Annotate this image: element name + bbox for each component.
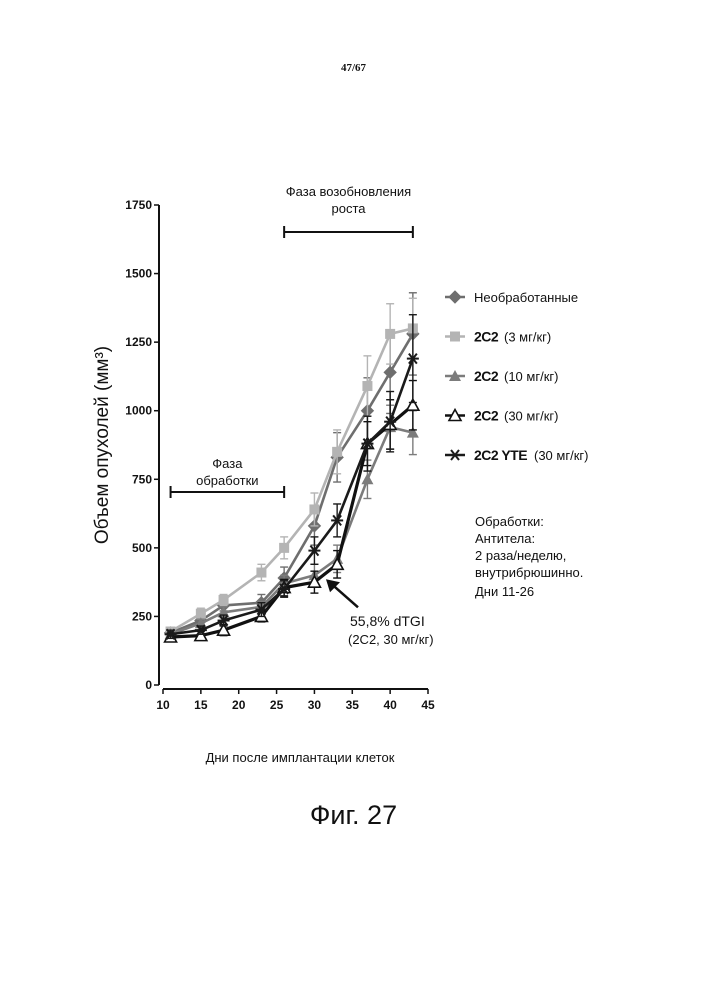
legend-item-1: Необработанные bbox=[445, 290, 578, 305]
legend: Необработанные2C2(3 мг/кг)2C2(10 мг/кг)2… bbox=[445, 290, 588, 463]
notes-line-4: внутрибрюшинно. bbox=[475, 564, 583, 581]
y-tick-label: 250 bbox=[132, 609, 152, 623]
data-point bbox=[362, 381, 372, 391]
data-point bbox=[384, 366, 396, 378]
x-tick-label: 35 bbox=[346, 698, 360, 712]
figure-caption: Фиг. 27 bbox=[0, 800, 707, 831]
treatment-phase-label-2: обработки bbox=[196, 473, 258, 488]
data-point bbox=[219, 595, 229, 605]
notes-line-5: Дни 11-26 bbox=[475, 583, 583, 600]
dtgi-group-label: (2C2, 30 мг/кг) bbox=[348, 632, 434, 647]
data-point bbox=[196, 609, 206, 619]
legend-dose: (3 мг/кг) bbox=[504, 330, 551, 345]
treatment-notes: Обработки: Антитела: 2 раза/неделю, внут… bbox=[475, 513, 583, 600]
x-tick-label: 15 bbox=[194, 698, 208, 712]
phase-markers: Фаза обработки Фаза возобновления роста bbox=[171, 184, 413, 498]
notes-line-1: Обработки: bbox=[475, 513, 583, 530]
data-point bbox=[332, 447, 342, 457]
legend-item-4: 2C2 (30 мг/кг) bbox=[445, 408, 558, 424]
y-tick-label: 1500 bbox=[125, 267, 152, 281]
x-tick-label: 25 bbox=[270, 698, 284, 712]
legend-dose: (30 мг/кг) bbox=[534, 448, 588, 463]
x-tick-label: 40 bbox=[383, 698, 397, 712]
notes-line-2: Антитела: bbox=[475, 530, 583, 547]
regrowth-phase-label-1: Фаза возобновления bbox=[286, 184, 411, 199]
legend-code: 2C2 bbox=[474, 408, 499, 424]
y-axis-title: Объем опухолей (мм³) bbox=[92, 295, 114, 595]
series-layer bbox=[165, 293, 419, 642]
legend-label: Необработанные bbox=[474, 290, 578, 305]
dtgi-value-label: 55,8% dTGI bbox=[350, 613, 425, 629]
x-tick-label: 45 bbox=[421, 698, 435, 712]
series-line bbox=[171, 427, 413, 634]
x-tick-label: 10 bbox=[156, 698, 170, 712]
x-axis-title: Дни после имплантации клеток bbox=[150, 750, 450, 765]
data-point bbox=[385, 329, 395, 339]
data-point bbox=[361, 473, 373, 484]
y-tick-label: 500 bbox=[132, 541, 152, 555]
legend-code: 2C2 bbox=[474, 368, 499, 384]
legend-marker bbox=[449, 291, 461, 303]
series-line bbox=[171, 359, 413, 635]
y-tick-label: 750 bbox=[132, 472, 152, 486]
data-point bbox=[256, 568, 266, 578]
series-4 bbox=[165, 381, 419, 642]
legend-marker bbox=[449, 450, 461, 460]
regrowth-phase-label-2: роста bbox=[332, 201, 367, 216]
y-tick-label: 1000 bbox=[125, 404, 152, 418]
y-tick-label: 1750 bbox=[125, 198, 152, 212]
legend-code: 2C2 YTE bbox=[474, 447, 527, 463]
legend-item-5: 2C2 YTE (30 мг/кг) bbox=[445, 447, 588, 463]
x-tick-label: 30 bbox=[308, 698, 322, 712]
y-tick-label: 1250 bbox=[125, 335, 152, 349]
legend-dose: (30 мг/кг) bbox=[504, 409, 558, 424]
y-axis-title-text: Объем опухолей (мм³) bbox=[92, 346, 113, 544]
legend-code: 2C2 bbox=[474, 329, 499, 345]
legend-dose: (10 мг/кг) bbox=[504, 369, 558, 384]
legend-item-2: 2C2 (3 мг/кг) bbox=[445, 329, 551, 345]
treatment-phase-label-1: Фаза bbox=[212, 456, 243, 471]
legend-marker bbox=[450, 332, 460, 342]
data-point bbox=[279, 543, 289, 553]
dtgi-annotation: 55,8% dTGI (2C2, 30 мг/кг) bbox=[326, 579, 434, 647]
dtgi-arrow-shaft bbox=[333, 585, 358, 607]
series-line bbox=[171, 405, 413, 637]
legend-item-3: 2C2 (10 мг/кг) bbox=[445, 368, 558, 384]
x-tick-label: 20 bbox=[232, 698, 246, 712]
y-tick-label: 0 bbox=[145, 678, 152, 692]
series-3 bbox=[165, 405, 419, 639]
notes-line-3: 2 раза/неделю, bbox=[475, 547, 583, 564]
data-point bbox=[309, 504, 319, 514]
